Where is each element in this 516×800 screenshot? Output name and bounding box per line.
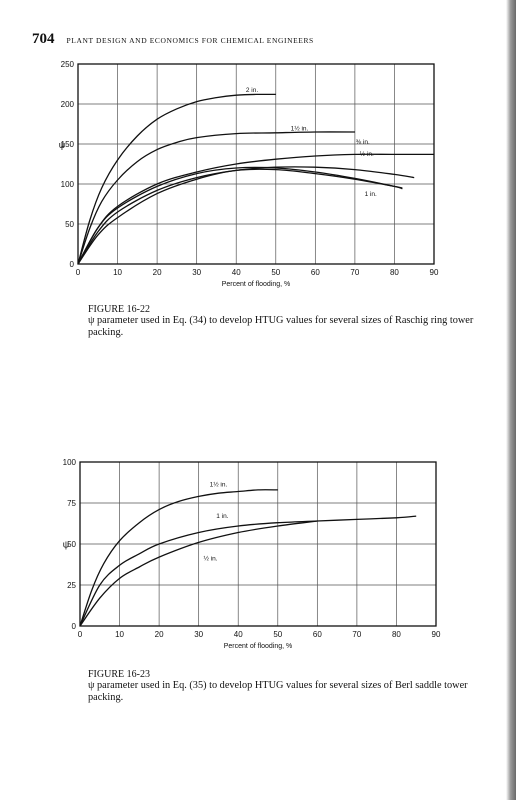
x-tick-label: 30 — [192, 268, 201, 277]
y-tick-label: 250 — [61, 60, 75, 69]
chart-berl-saddles: 0 10 20 30 40 50 60 70 80 90 0 25 50 75 100 Percent of … — [63, 458, 441, 650]
x-tick-label: 50 — [273, 630, 282, 639]
running-head: 704 PLANT DESIGN AND ECONOMICS FOR CHEMI… — [32, 30, 314, 48]
series-line — [77, 153, 434, 265]
plot-frame — [77, 63, 435, 265]
y-tick-label: 200 — [61, 100, 75, 109]
x-tick-label: 10 — [113, 268, 122, 277]
book-title: PLANT DESIGN AND ECONOMICS FOR CHEMICAL … — [66, 36, 314, 45]
y-tick-label: 150 — [61, 140, 75, 149]
x-tick-label: 70 — [350, 268, 359, 277]
series-label: ½ in. — [203, 554, 217, 562]
series-label: 1½ in. — [210, 481, 228, 489]
chart-raschig-rings: 0 10 20 30 40 50 60 70 80 90 0 50 100 150 200 250 Percen… — [59, 60, 439, 288]
y-tick-label: 50 — [65, 220, 74, 229]
x-tick-label: 60 — [313, 630, 322, 639]
y-tick-label: 100 — [63, 458, 77, 467]
x-tick-label: 0 — [78, 630, 83, 639]
x-tick-label: 80 — [390, 268, 399, 277]
x-tick-label: 20 — [153, 268, 162, 277]
x-axis-label: Percent of flooding, % — [224, 643, 293, 650]
x-axis-label: Percent of flooding, % — [222, 281, 291, 288]
x-tick-label: 40 — [234, 630, 243, 639]
y-tick-label: 75 — [67, 499, 76, 508]
y-tick-label: 100 — [61, 180, 75, 189]
figure-caption-16-23: FIGURE 16-23 ψ parameter used in Eq. (35… — [88, 669, 480, 704]
series-line — [79, 520, 318, 627]
series-label: 2 in. — [246, 87, 258, 94]
x-tick-label: 90 — [430, 268, 439, 277]
y-tick-label: 25 — [67, 581, 76, 590]
figure-label: FIGURE 16-23 — [88, 669, 150, 680]
x-tick-label: 30 — [194, 630, 203, 639]
y-tick-label: 50 — [67, 540, 76, 549]
x-tick-label: 60 — [311, 268, 320, 277]
series-label: 1 in. — [365, 191, 377, 198]
figure-caption-16-22: FIGURE 16-22 ψ parameter used in Eq. (34… — [88, 304, 480, 339]
page-number: 704 — [32, 31, 55, 47]
x-tick-label: 0 — [76, 268, 81, 277]
y-axis-label: ψ — [63, 539, 69, 549]
series-line — [79, 515, 417, 627]
y-tick-label: 0 — [70, 260, 75, 269]
x-tick-label: 40 — [232, 268, 241, 277]
figure-label: FIGURE 16-22 — [88, 304, 150, 315]
plot-frame — [79, 461, 437, 627]
x-tick-label: 80 — [392, 630, 401, 639]
series-label: 1½ in. — [291, 124, 309, 132]
x-tick-label: 90 — [432, 630, 441, 639]
series-line — [77, 166, 403, 265]
y-tick-label: 0 — [72, 622, 77, 631]
series-label: ⅜ in. — [356, 139, 370, 146]
series-line — [77, 131, 355, 265]
page-spine-edge — [506, 0, 516, 800]
series-line — [79, 489, 278, 627]
series-line — [77, 166, 415, 265]
series-line — [77, 93, 276, 265]
x-tick-label: 50 — [271, 268, 280, 277]
x-tick-label: 10 — [115, 630, 124, 639]
series-label: 1 in. — [216, 513, 228, 520]
x-tick-label: 70 — [352, 630, 361, 639]
y-axis-label: ψ — [59, 140, 65, 150]
x-tick-label: 20 — [155, 630, 164, 639]
figure-caption-text: ψ parameter used in Eq. (35) to develop … — [88, 680, 468, 703]
figure-caption-text: ψ parameter used in Eq. (34) to develop … — [88, 315, 474, 338]
series-label: ½ in. — [360, 150, 374, 158]
series-line — [77, 168, 403, 265]
